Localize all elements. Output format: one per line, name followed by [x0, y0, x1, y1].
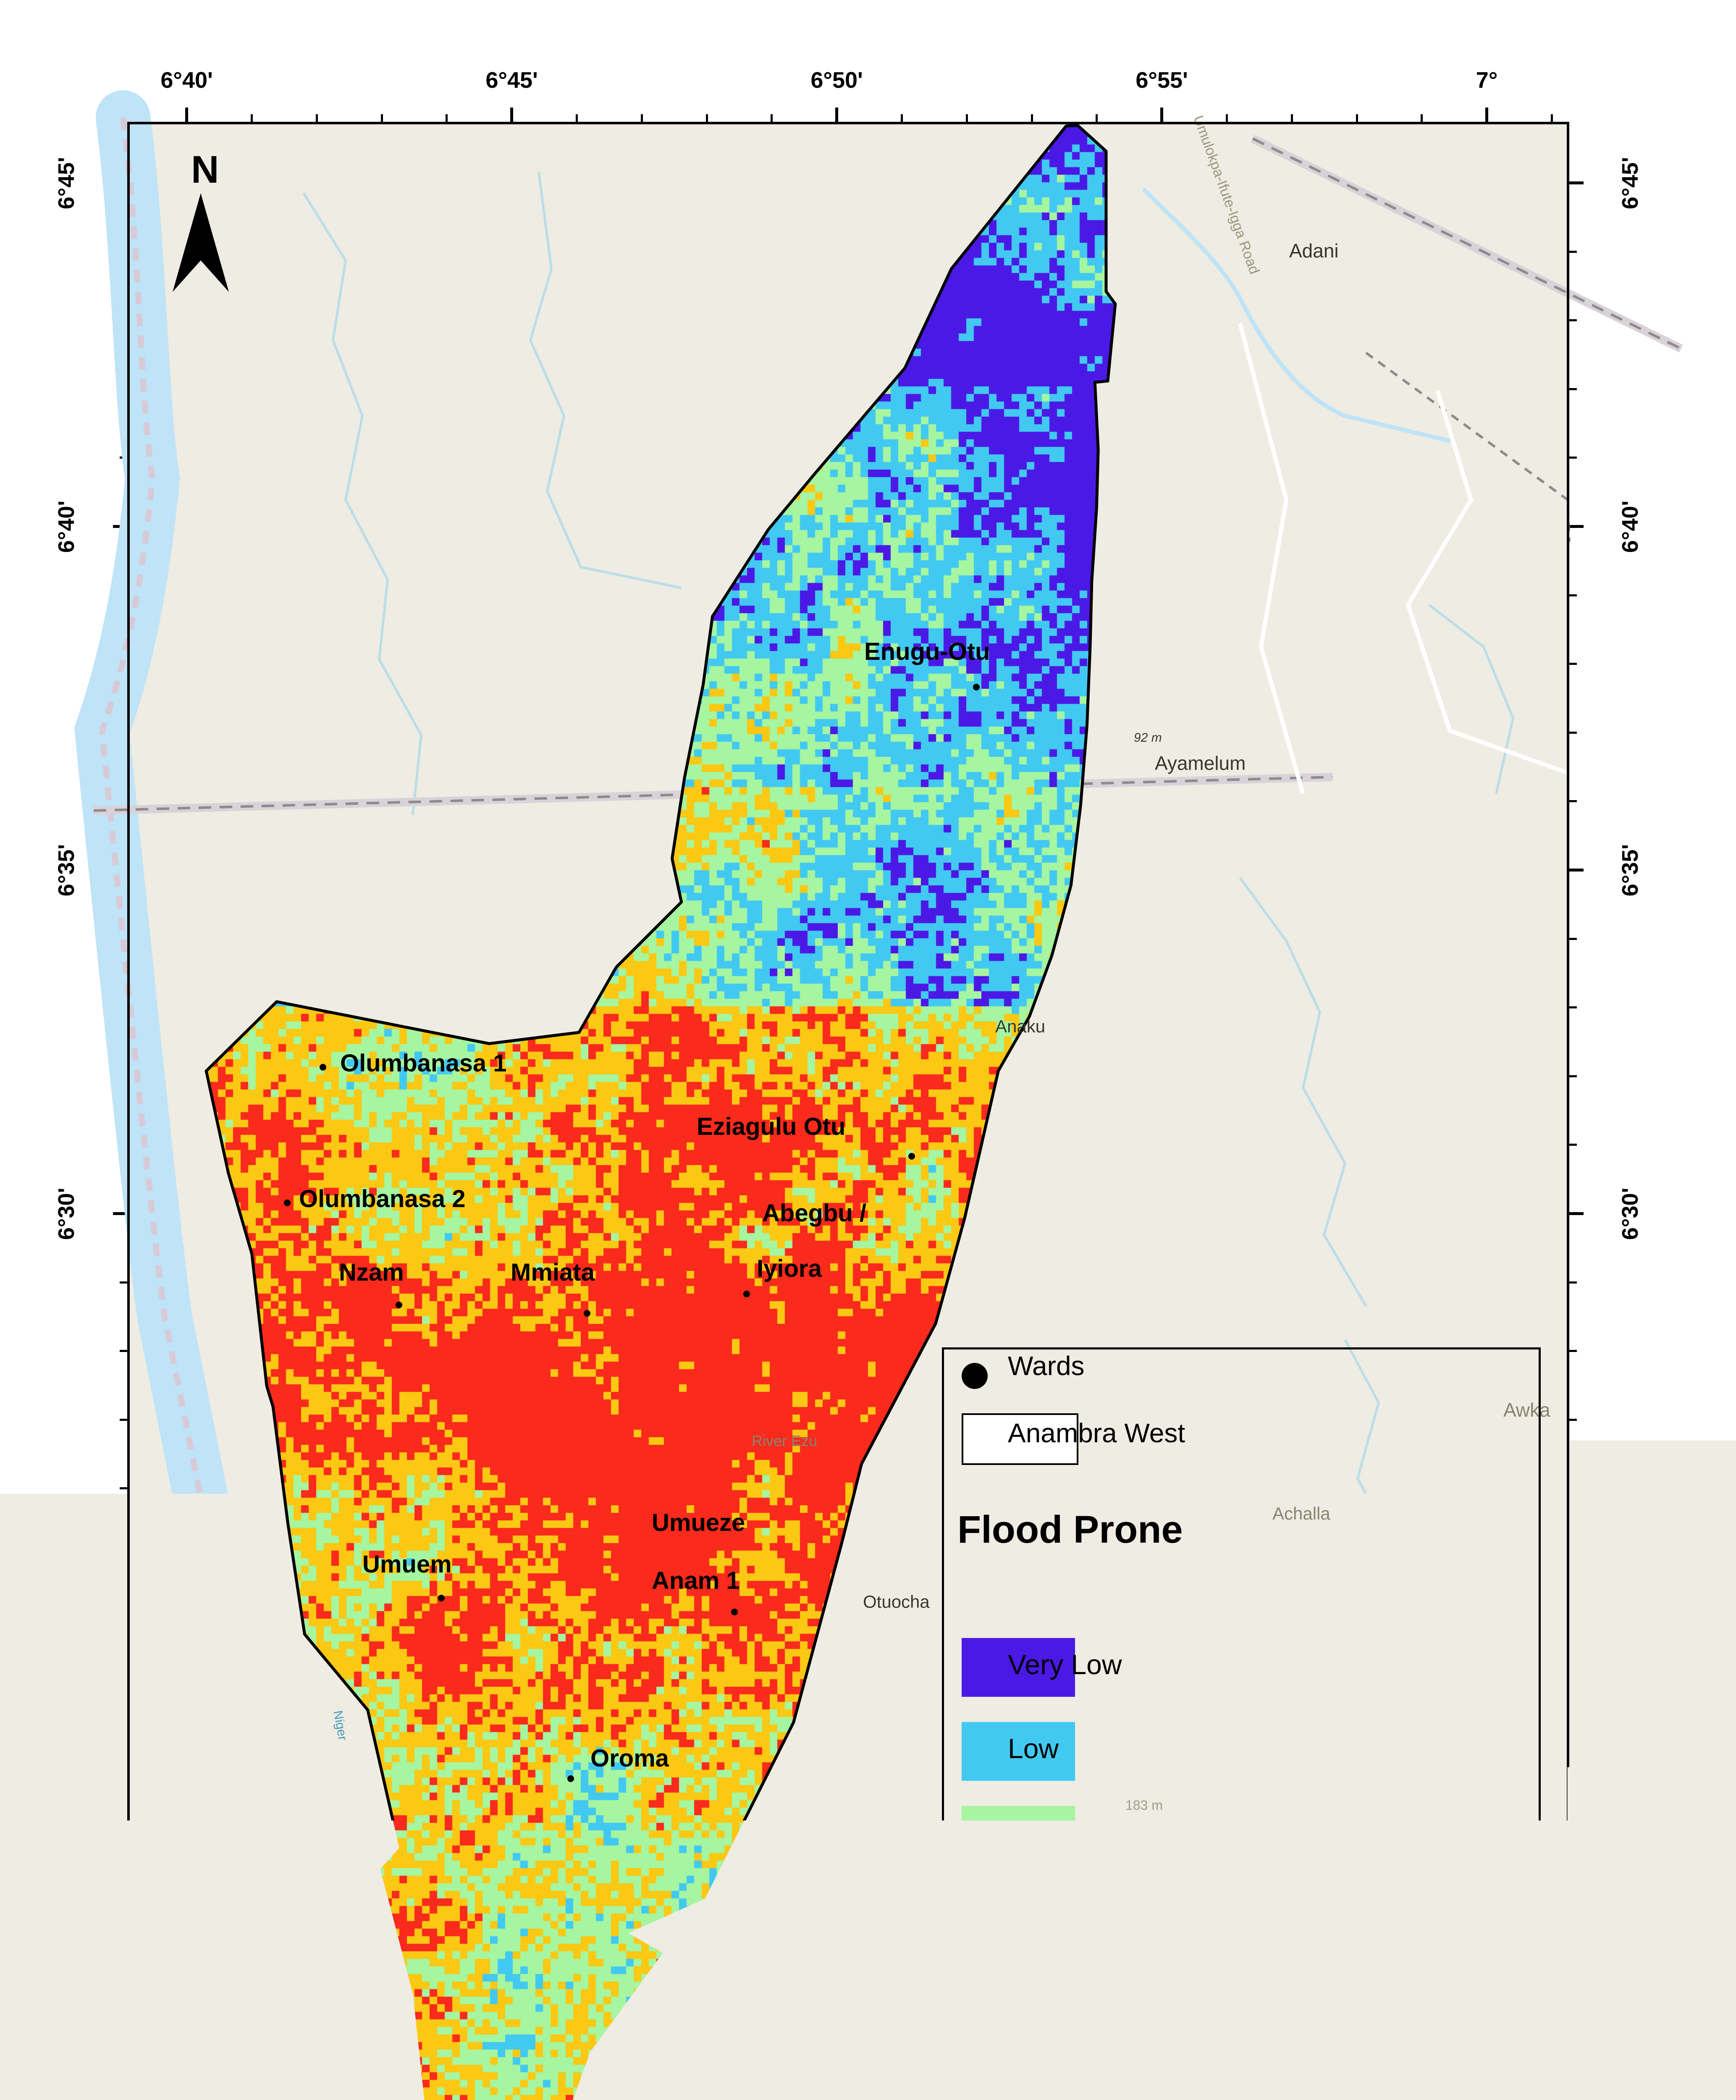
svg-text:N: N: [191, 153, 219, 191]
